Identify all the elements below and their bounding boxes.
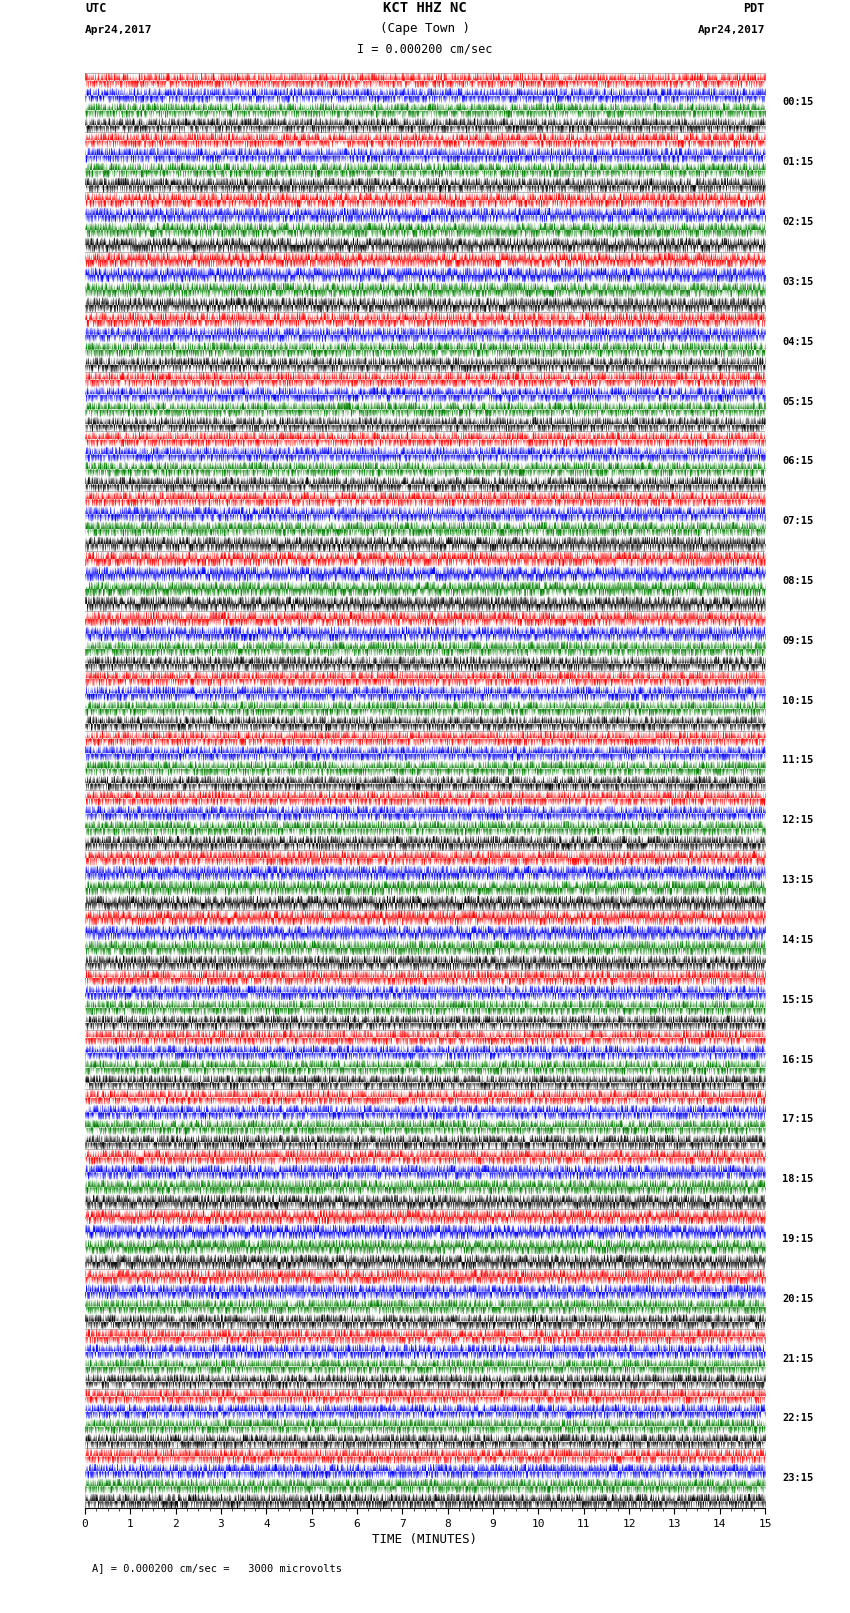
Text: 00:15: 00:15 [782, 97, 813, 108]
Text: 21:15: 21:15 [782, 1353, 813, 1363]
Text: A] = 0.000200 cm/sec =   3000 microvolts: A] = 0.000200 cm/sec = 3000 microvolts [92, 1563, 342, 1573]
Text: 05:15: 05:15 [782, 397, 813, 406]
Text: 17:15: 17:15 [782, 1115, 813, 1124]
Text: 15:15: 15:15 [782, 995, 813, 1005]
Text: 22:15: 22:15 [782, 1413, 813, 1423]
Text: 16:15: 16:15 [782, 1055, 813, 1065]
Text: 18:15: 18:15 [782, 1174, 813, 1184]
Text: 12:15: 12:15 [782, 815, 813, 826]
Text: 19:15: 19:15 [782, 1234, 813, 1244]
Text: 20:15: 20:15 [782, 1294, 813, 1303]
Text: I = 0.000200 cm/sec: I = 0.000200 cm/sec [357, 42, 493, 55]
Text: 02:15: 02:15 [782, 218, 813, 227]
Text: 07:15: 07:15 [782, 516, 813, 526]
Text: 23:15: 23:15 [782, 1473, 813, 1484]
Text: Apr24,2017: Apr24,2017 [698, 26, 765, 35]
Text: 09:15: 09:15 [782, 636, 813, 645]
Text: 06:15: 06:15 [782, 456, 813, 466]
Text: 03:15: 03:15 [782, 277, 813, 287]
Text: 14:15: 14:15 [782, 936, 813, 945]
Text: 08:15: 08:15 [782, 576, 813, 586]
Text: 04:15: 04:15 [782, 337, 813, 347]
Text: 11:15: 11:15 [782, 755, 813, 766]
Text: (Cape Town ): (Cape Town ) [380, 23, 470, 35]
Text: 01:15: 01:15 [782, 158, 813, 168]
Text: KCT HHZ NC: KCT HHZ NC [383, 2, 467, 15]
Text: 13:15: 13:15 [782, 876, 813, 886]
Text: PDT: PDT [744, 2, 765, 15]
Text: Apr24,2017: Apr24,2017 [85, 26, 152, 35]
Text: 10:15: 10:15 [782, 695, 813, 705]
X-axis label: TIME (MINUTES): TIME (MINUTES) [372, 1532, 478, 1545]
Text: UTC: UTC [85, 2, 106, 15]
